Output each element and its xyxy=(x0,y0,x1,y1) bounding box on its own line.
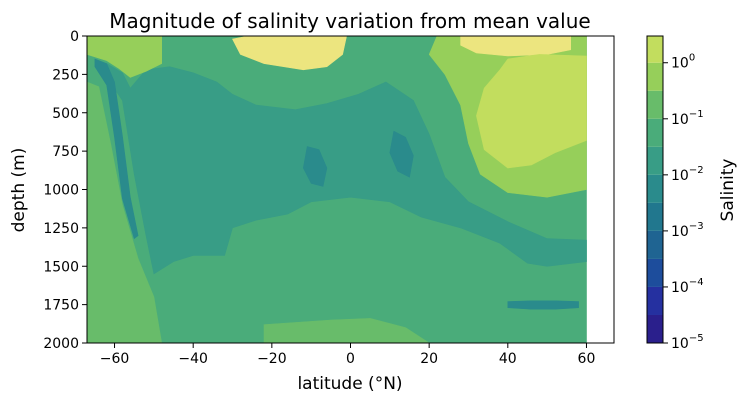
contour-region-intermediate-water-band xyxy=(102,63,587,275)
x-tick-label: 60 xyxy=(578,351,596,367)
colorbar-segment xyxy=(647,174,663,203)
colorbar-tick-label: 100 xyxy=(671,53,695,72)
contour-region-deep-southern-ocean xyxy=(87,81,163,343)
colorbar-tick-label: 10−2 xyxy=(671,165,704,184)
x-axis-label: latitude (°N) xyxy=(297,374,402,394)
colorbar-segment xyxy=(647,90,663,119)
y-tick-label: 250 xyxy=(52,67,79,83)
colorbar-segment xyxy=(647,146,663,175)
colorbar-segment xyxy=(647,258,663,287)
colorbar-segment xyxy=(647,36,663,63)
x-tick-label: 20 xyxy=(420,351,438,367)
colorbar-label: Salinity xyxy=(718,159,738,222)
colorbar-tick-label: 10−4 xyxy=(671,277,704,296)
y-axis-label: depth (m) xyxy=(9,148,29,233)
colorbar-segment xyxy=(647,230,663,259)
y-tick-label: 750 xyxy=(52,144,79,160)
x-tick-label: −60 xyxy=(100,351,130,367)
contour-region-equatorial-core-south xyxy=(302,146,328,187)
colorbar-tick-label: 10−3 xyxy=(671,221,704,240)
y-tick-label: 1750 xyxy=(43,298,79,314)
colorbar-segment xyxy=(647,118,663,147)
colorbar-tick-label: 10−1 xyxy=(671,109,704,128)
x-axis: −60 −40 −20 0 20 40 60 xyxy=(100,343,596,367)
x-tick-label: 40 xyxy=(499,351,517,367)
contour-region-deep-north-streak xyxy=(507,300,579,310)
colorbar-tick-label: 10−5 xyxy=(671,333,704,352)
colorbar-segment xyxy=(647,62,663,91)
x-tick-label: −20 xyxy=(257,351,287,367)
contour-region-subtropical-south-surface xyxy=(87,36,162,78)
y-tick-label: 1250 xyxy=(43,221,79,237)
y-tick-label: 0 xyxy=(70,29,79,45)
contour-region-surface-north-high xyxy=(460,36,572,57)
colorbar-segment xyxy=(647,286,663,315)
chart-title: Magnitude of salinity variation from mea… xyxy=(109,9,590,33)
contour-region-antarctic-slope-ribbon xyxy=(94,58,139,240)
y-tick-label: 500 xyxy=(52,106,79,122)
y-tick-label: 1000 xyxy=(43,183,79,199)
y-tick-label: 2000 xyxy=(43,336,79,352)
contour-region-surface-south-high xyxy=(232,36,347,71)
contour-region-equatorial-core-north xyxy=(389,130,414,178)
x-tick-label: −40 xyxy=(178,351,208,367)
y-axis: 0 250 500 750 1000 1250 1500 1750 2000 xyxy=(43,29,87,352)
colorbar-frame xyxy=(646,35,664,344)
colorbar: 10−5 10−4 10−3 10−2 10−1 100 xyxy=(646,35,704,352)
contour-field xyxy=(87,36,614,343)
x-tick-label: 0 xyxy=(346,351,355,367)
colorbar-segment xyxy=(647,314,663,343)
contour-region-north-subtropical-gyre xyxy=(476,54,587,169)
contour-region-tropical-bottom xyxy=(263,318,430,343)
colorbar-segment xyxy=(647,202,663,231)
y-tick-label: 1500 xyxy=(43,259,79,275)
